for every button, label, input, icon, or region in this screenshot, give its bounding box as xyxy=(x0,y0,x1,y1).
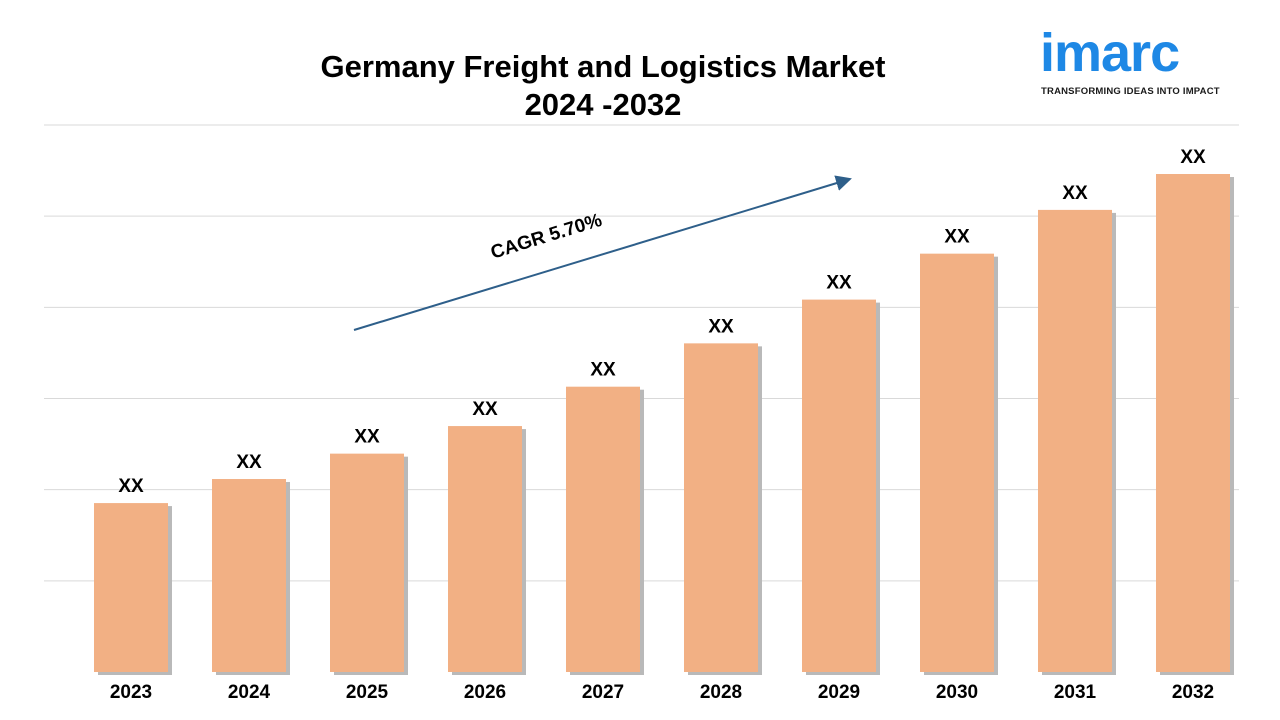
bar-2026 xyxy=(448,426,522,672)
x-tick-2028: 2028 xyxy=(700,682,742,703)
bar-2031 xyxy=(1038,209,1112,672)
x-tick-2029: 2029 xyxy=(818,682,860,703)
x-tick-2032: 2032 xyxy=(1172,682,1214,703)
chart-title-line2: 2024 -2032 xyxy=(524,87,682,122)
data-label-2025: XX xyxy=(354,427,380,448)
imarc-logo: imarc TRANSFORMING IDEAS INTO IMPACT xyxy=(1034,18,1234,102)
x-tick-2024: 2024 xyxy=(228,682,271,703)
x-tick-2030: 2030 xyxy=(936,682,978,703)
logo-wordmark: imarc xyxy=(1040,23,1180,83)
chart-title-line1: Germany Freight and Logistics Market xyxy=(320,49,886,84)
x-tick-2031: 2031 xyxy=(1054,682,1097,703)
data-label-2024: XX xyxy=(236,452,262,473)
bar-2025 xyxy=(330,453,404,672)
data-label-2029: XX xyxy=(826,273,852,294)
bar-2023 xyxy=(94,503,168,672)
chart-title: Germany Freight and Logistics Market 202… xyxy=(200,48,1006,124)
x-tick-2027: 2027 xyxy=(582,682,624,703)
bar-2032 xyxy=(1156,174,1230,672)
data-label-2031: XX xyxy=(1062,183,1088,204)
cagr-label: CAGR 5.70% xyxy=(488,210,604,264)
data-label-2027: XX xyxy=(590,360,616,381)
x-tick-2023: 2023 xyxy=(110,682,152,703)
data-label-2032: XX xyxy=(1180,147,1206,168)
data-label-2026: XX xyxy=(472,399,498,420)
data-label-2023: XX xyxy=(118,476,144,497)
x-tick-2026: 2026 xyxy=(464,682,506,703)
logo-tagline: TRANSFORMING IDEAS INTO IMPACT xyxy=(1041,86,1220,97)
data-label-2030: XX xyxy=(944,227,970,248)
bar-2030 xyxy=(920,253,994,672)
data-label-2028: XX xyxy=(708,316,734,337)
cagr-arrow xyxy=(353,175,852,331)
bar-2024 xyxy=(212,479,286,672)
x-tick-2025: 2025 xyxy=(346,682,389,703)
bar-2028 xyxy=(684,343,758,672)
bar-2027 xyxy=(566,386,640,672)
bar-2029 xyxy=(802,299,876,672)
